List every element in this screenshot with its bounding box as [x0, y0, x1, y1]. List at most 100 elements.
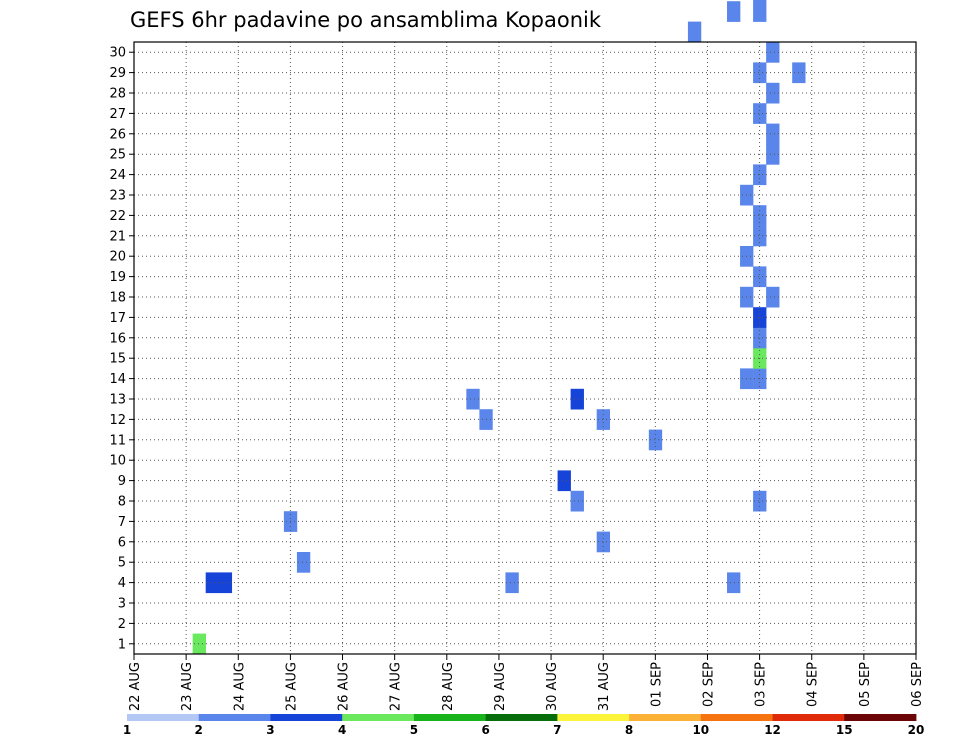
x-tick-label: 28 AUG	[441, 662, 456, 711]
heatmap-cell	[687, 21, 702, 43]
heatmap-cell	[753, 0, 767, 2]
x-tick-label: 29 AUG	[493, 662, 508, 711]
heatmap-cell	[766, 144, 780, 165]
x-tick-label: 30 AUG	[545, 662, 560, 711]
y-tick-label: 14	[109, 372, 126, 387]
colorbar-swatch	[270, 714, 343, 721]
y-tick-label: 1	[118, 637, 126, 652]
plot-frame	[133, 41, 917, 655]
y-tick-label: 19	[109, 270, 126, 285]
y-tick-label: 2	[118, 617, 126, 632]
heatmap-cell	[596, 531, 611, 553]
x-tick-label: 22 AUG	[128, 662, 143, 711]
x-tick-label: 23 AUG	[180, 662, 195, 711]
colorbar-swatch	[772, 714, 845, 721]
colorbar-label: 10	[692, 723, 709, 737]
colorbar-swatch	[629, 714, 702, 721]
heatmap-cell	[753, 307, 767, 328]
y-tick-label: 4	[118, 576, 126, 591]
colorbar-label: 15	[836, 723, 853, 737]
y-axis: 1234567891011121314151617181920212223242…	[109, 46, 134, 652]
heatmap-cell	[570, 490, 584, 512]
colorbar-swatch	[844, 714, 917, 721]
x-tick-label: 02 SEP	[701, 662, 716, 707]
colorbar-label: 3	[266, 723, 274, 737]
x-tick-label: 01 SEP	[649, 662, 664, 707]
y-tick-label: 29	[109, 66, 126, 81]
heatmap-cell	[753, 205, 767, 226]
y-tick-label: 30	[109, 46, 126, 61]
heatmap-cell	[648, 429, 663, 451]
heatmap-cell	[753, 225, 767, 247]
x-tick-label: 24 AUG	[232, 662, 247, 711]
x-tick-label: 31 AUG	[597, 662, 612, 711]
y-tick-label: 12	[109, 413, 126, 428]
heatmap-cell	[766, 123, 780, 145]
colorbar-label: 1	[123, 723, 131, 737]
y-tick-label: 25	[109, 148, 126, 163]
colorbar-label: 12	[764, 723, 781, 737]
heatmap-cell	[766, 42, 780, 63]
heatmap-cell	[766, 82, 780, 104]
colorbar-swatch	[413, 714, 487, 721]
heatmap-cell	[727, 1, 741, 22]
y-tick-label: 11	[109, 433, 126, 448]
y-tick-label: 8	[118, 495, 126, 510]
colorbar-label: 2	[195, 723, 203, 737]
x-tick-label: 03 SEP	[754, 662, 769, 707]
y-tick-label: 27	[109, 107, 126, 122]
heatmap-cell	[753, 266, 767, 288]
x-tick-label: 27 AUG	[389, 662, 404, 711]
y-tick-label: 18	[109, 291, 126, 306]
colorbar: 1 2 3 4 5 6 7 8 10 12 15 20	[123, 714, 925, 737]
heatmap-cell	[727, 572, 741, 594]
x-axis: 22 AUG 23 AUG 24 AUG 25 AUG 26 AUG 27 AUG 28 A…	[128, 654, 925, 711]
colorbar-swatch	[342, 714, 415, 721]
heatmap-cell	[218, 572, 233, 594]
y-tick-label: 16	[109, 331, 126, 346]
y-tick-label: 9	[118, 474, 126, 489]
y-tick-label: 23	[109, 189, 126, 204]
chart-title: GEFS 6hr padavine po ansamblima Kopaonik	[130, 8, 602, 32]
heatmap-cell	[753, 103, 767, 124]
x-tick-label: 04 SEP	[806, 662, 821, 707]
heatmap-cell	[753, 327, 767, 349]
y-tick-label: 13	[109, 393, 126, 408]
grid-lines	[133, 42, 917, 654]
y-tick-label: 24	[109, 168, 126, 183]
y-tick-label: 21	[109, 229, 126, 244]
colorbar-label: 4	[338, 723, 346, 737]
y-tick-label: 20	[109, 250, 126, 265]
heatmap-cell	[753, 62, 767, 84]
heatmap-cell	[505, 572, 519, 594]
x-tick-label: 05 SEP	[858, 662, 873, 707]
colorbar-swatch	[485, 714, 558, 721]
heatmap-cell	[557, 470, 571, 492]
heatmap-cell	[753, 1, 767, 22]
colorbar-swatch	[127, 714, 200, 721]
y-tick-label: 26	[109, 127, 126, 142]
colorbar-swatch	[198, 714, 271, 721]
heatmap-cell	[596, 409, 611, 430]
colorbar-label: 20	[908, 723, 925, 737]
heatmap-cell	[766, 286, 780, 308]
colorbar-label: 8	[625, 723, 633, 737]
x-tick-label: 26 AUG	[337, 662, 352, 711]
y-tick-label: 7	[118, 515, 126, 530]
heatmap-cell	[466, 388, 480, 410]
heatmap-cell	[753, 490, 767, 512]
y-tick-label: 6	[118, 535, 126, 550]
heatmap-cell	[296, 552, 311, 573]
y-tick-label: 15	[109, 352, 126, 367]
heatmap-cell	[570, 388, 584, 410]
colorbar-label: 5	[410, 723, 418, 737]
colorbar-label: 6	[481, 723, 489, 737]
colorbar-label: 7	[553, 723, 561, 737]
y-tick-label: 3	[118, 597, 126, 612]
x-tick-label: 25 AUG	[284, 662, 299, 711]
y-tick-label: 10	[109, 454, 126, 469]
y-tick-label: 28	[109, 87, 126, 102]
y-tick-label: 5	[118, 556, 126, 571]
colorbar-swatch	[557, 714, 630, 721]
